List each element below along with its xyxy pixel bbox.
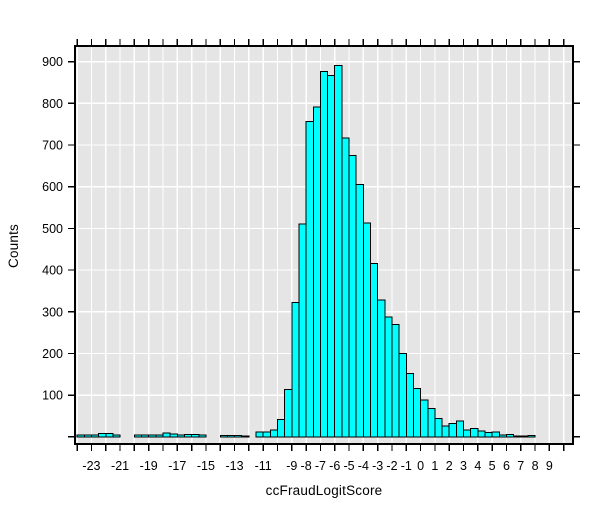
histogram-bar — [327, 74, 336, 438]
histogram-bar — [441, 425, 450, 438]
x-tick-label: -15 — [197, 459, 215, 473]
x-tick-label: 2 — [446, 459, 453, 473]
histogram-bar — [291, 302, 300, 438]
y-tick-label: 400 — [42, 264, 63, 278]
y-tick-label: 900 — [42, 55, 63, 69]
histogram-bar — [83, 434, 92, 438]
x-tick-label: 5 — [489, 459, 496, 473]
histogram-bar — [455, 420, 465, 438]
histogram-bar — [412, 387, 422, 438]
y-tick-label: 600 — [42, 180, 63, 194]
histogram-bar — [133, 434, 143, 438]
histogram-bar — [527, 435, 536, 438]
x-tick-label: -21 — [111, 459, 129, 473]
histogram-bar — [491, 431, 500, 438]
histogram-bar — [370, 262, 379, 438]
histogram-bar — [498, 434, 507, 438]
x-tick-label: -4 — [358, 459, 369, 473]
x-tick-label: 3 — [460, 459, 467, 473]
histogram-bar — [241, 435, 250, 438]
histogram-bar — [234, 435, 243, 438]
histogram-bar — [226, 435, 236, 438]
x-tick-label: -9 — [286, 459, 297, 473]
histogram-bar — [463, 429, 472, 438]
histogram-bar — [191, 433, 200, 438]
y-tick-label: 300 — [42, 305, 63, 319]
histogram-bar — [470, 427, 479, 438]
histogram-bar — [434, 417, 443, 438]
x-tick-label: 4 — [474, 459, 481, 473]
x-tick-label: -1 — [401, 459, 412, 473]
histogram-bar — [398, 352, 407, 438]
histogram-bar — [520, 435, 529, 438]
x-tick-label: -8 — [301, 459, 312, 473]
histogram-bar — [269, 429, 278, 438]
x-tick-label: -3 — [372, 459, 383, 473]
x-tick-label: -17 — [168, 459, 186, 473]
histogram-bar — [319, 70, 329, 438]
histogram-bar — [90, 434, 100, 438]
histogram-bar — [105, 432, 114, 438]
histogram-bar — [420, 399, 429, 438]
histogram-bar — [183, 433, 193, 438]
histogram-bar — [276, 418, 286, 438]
histogram-bar — [484, 432, 493, 438]
y-axis-title: Counts — [6, 224, 21, 268]
histogram-bar — [262, 431, 271, 438]
histogram-bar — [141, 434, 150, 438]
histogram-bar — [348, 154, 357, 438]
x-tick-label: -13 — [226, 459, 244, 473]
histogram-bar — [377, 299, 386, 438]
x-tick-label: 1 — [431, 459, 438, 473]
y-tick-label: 800 — [42, 97, 63, 111]
x-tick-label: -5 — [343, 459, 354, 473]
histogram-bar — [112, 434, 121, 438]
histogram-bar — [312, 106, 321, 438]
histogram-bar — [334, 64, 343, 438]
x-tick-label: -6 — [329, 459, 340, 473]
x-tick-label: 0 — [417, 459, 424, 473]
histogram-bar — [405, 372, 414, 438]
histogram-bar — [155, 434, 164, 438]
y-tick-label: 700 — [42, 139, 63, 153]
histogram-bar — [355, 184, 364, 438]
histogram-bar — [98, 432, 107, 438]
histogram-bar — [298, 223, 307, 438]
histogram-bar — [255, 431, 264, 438]
histogram-bar — [162, 432, 171, 438]
x-tick-label: -11 — [255, 459, 272, 473]
histogram-bar — [505, 433, 515, 438]
histogram-bar — [176, 434, 185, 438]
x-tick-label: -19 — [140, 459, 158, 473]
x-tick-label: -2 — [386, 459, 397, 473]
y-tick-label: 500 — [42, 222, 63, 236]
histogram-bar — [384, 316, 393, 438]
histogram-bar — [341, 137, 350, 438]
histogram-bar — [284, 388, 293, 438]
histogram-bar — [427, 407, 436, 438]
x-tick-label: 6 — [503, 459, 510, 473]
y-tick-label: 200 — [42, 347, 63, 361]
histogram-bar — [219, 435, 228, 438]
histogram-bar — [305, 120, 314, 438]
x-axis-title: ccFraudLogitScore — [265, 483, 383, 498]
x-tick-label: 7 — [517, 459, 524, 473]
histogram-bar — [448, 422, 457, 438]
histogram-bar — [76, 434, 85, 438]
plot-frame — [74, 45, 574, 445]
histogram-bar — [169, 433, 178, 438]
histogram-bar — [513, 435, 522, 438]
histogram-bar — [148, 434, 157, 438]
x-tick-label: 8 — [532, 459, 539, 473]
x-tick-label: -23 — [82, 459, 100, 473]
histogram-bar — [477, 430, 486, 438]
x-tick-label: 9 — [546, 459, 553, 473]
histogram-bar — [391, 324, 400, 438]
histogram-bar — [362, 222, 372, 438]
histogram-bar — [198, 434, 207, 438]
y-tick-label: 100 — [42, 389, 63, 403]
x-tick-label: -7 — [315, 459, 326, 473]
